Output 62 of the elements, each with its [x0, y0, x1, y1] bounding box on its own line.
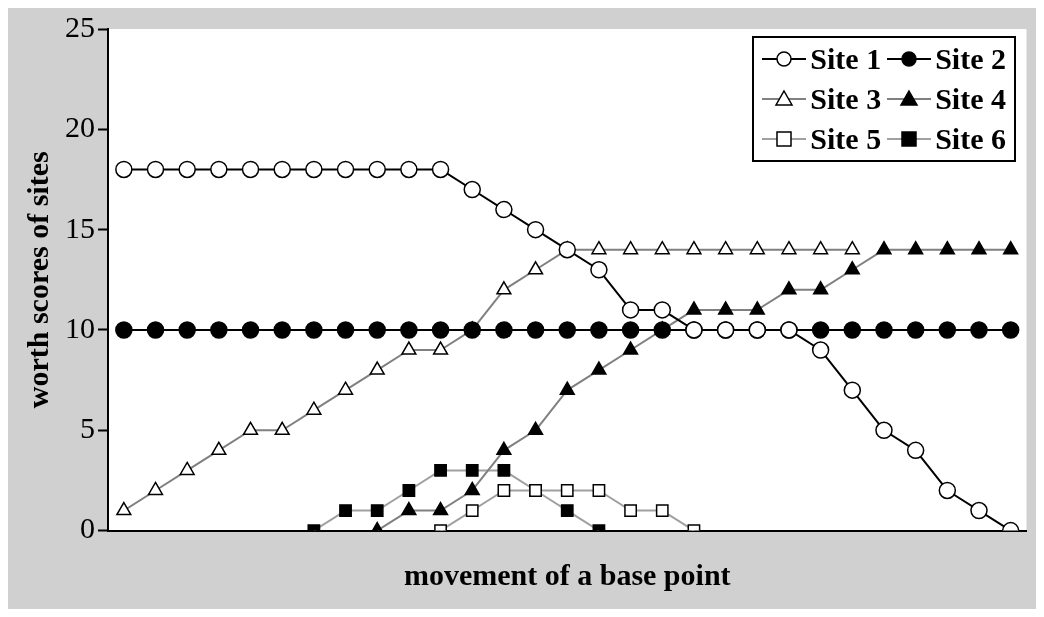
- point: [970, 501, 988, 520]
- y-tick-label: 25: [65, 9, 95, 43]
- point: [811, 341, 830, 359]
- y-tick-label: 5: [80, 411, 95, 445]
- point: [368, 321, 386, 339]
- point: [621, 321, 640, 339]
- point: [305, 160, 323, 179]
- point: [558, 240, 576, 259]
- point: [495, 321, 513, 339]
- point: [305, 321, 323, 339]
- point: [811, 321, 830, 339]
- x-axis-title: movement of a base point: [403, 557, 731, 591]
- point: [843, 321, 862, 339]
- y-tick-label: 0: [80, 511, 95, 545]
- point: [558, 321, 576, 339]
- point: [115, 160, 133, 179]
- point: [273, 321, 291, 339]
- y-tick-label: 15: [65, 210, 95, 244]
- point: [653, 301, 672, 319]
- point: [210, 321, 228, 339]
- point: [906, 441, 925, 460]
- point: [241, 160, 260, 179]
- point: [400, 321, 418, 339]
- point: [336, 321, 355, 339]
- point: [621, 301, 640, 319]
- point: [368, 160, 386, 179]
- point: [336, 160, 355, 179]
- legend-label: Site 4: [935, 82, 1006, 116]
- point: [875, 321, 893, 339]
- legend-label: Site 3: [810, 82, 882, 116]
- y-tick-label: 20: [65, 110, 95, 144]
- point: [590, 321, 608, 339]
- point: [241, 321, 260, 339]
- point: [906, 321, 925, 339]
- point: [526, 321, 545, 339]
- y-axis-title: worth scores of sites: [20, 151, 54, 409]
- legend-label: Site 6: [935, 122, 1006, 156]
- point: [115, 321, 133, 339]
- point: [875, 421, 893, 440]
- point: [938, 321, 957, 339]
- point: [431, 160, 450, 179]
- point: [970, 321, 988, 339]
- legend-label: Site 2: [935, 42, 1006, 76]
- point: [273, 160, 291, 179]
- y-tick-label: 10: [65, 310, 95, 344]
- point: [431, 321, 450, 339]
- point: [146, 160, 165, 179]
- point: [526, 220, 545, 239]
- point: [1001, 321, 1020, 339]
- point: [590, 261, 608, 279]
- point: [178, 321, 196, 339]
- point: [463, 180, 481, 199]
- point: [843, 381, 862, 399]
- point: [210, 160, 228, 179]
- point: [495, 200, 513, 219]
- point: [653, 321, 672, 339]
- point: [178, 160, 196, 179]
- legend-label: Site 1: [810, 42, 882, 76]
- legend-label: Site 5: [810, 122, 882, 156]
- point: [146, 321, 165, 339]
- point: [938, 481, 957, 500]
- point: [400, 160, 418, 179]
